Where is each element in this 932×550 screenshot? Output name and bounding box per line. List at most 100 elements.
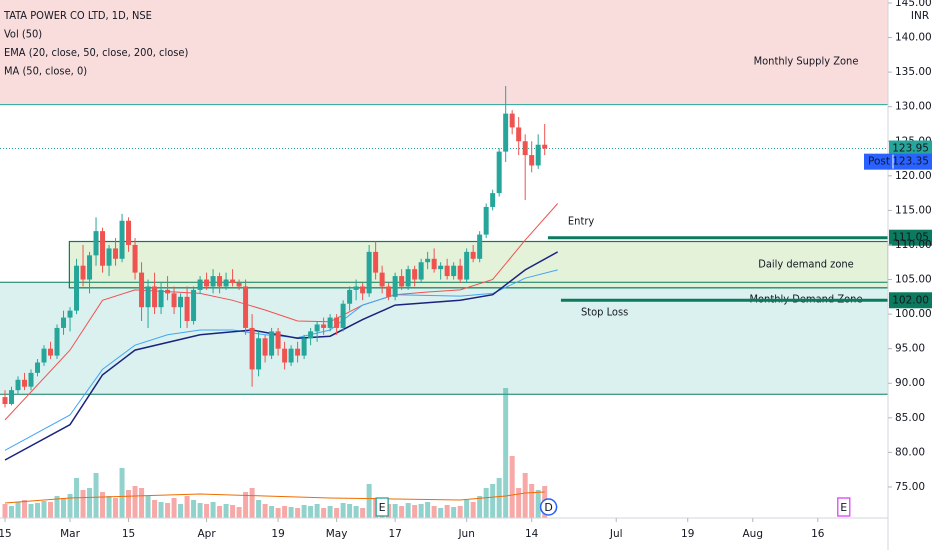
y-tick-label: 110.00 <box>895 239 932 251</box>
candle-body <box>48 348 54 356</box>
candle-body <box>74 265 80 311</box>
x-tick-label: Mar <box>60 528 80 540</box>
candle-body <box>152 286 158 308</box>
candle-body <box>490 193 496 207</box>
volume-bar <box>28 504 34 518</box>
candle-body <box>35 362 41 373</box>
volume-bar <box>321 508 327 518</box>
x-tick-label: 14 <box>525 528 539 540</box>
event-marker <box>539 498 558 516</box>
price-tag <box>889 140 932 157</box>
candle-body <box>327 317 333 328</box>
volume-bar <box>535 490 541 518</box>
candle-body <box>67 310 73 318</box>
y-tick-label: 95.00 <box>895 343 925 355</box>
y-tick-label: 130.00 <box>895 101 932 113</box>
candle-body <box>399 276 405 287</box>
candle-body <box>360 286 366 294</box>
event-label: E <box>840 501 847 514</box>
event-marker <box>375 497 389 517</box>
volume-bar <box>529 484 535 518</box>
candle-body <box>418 262 424 280</box>
x-tick-label: Aug <box>742 528 763 540</box>
volume-bar <box>392 504 398 518</box>
x-tick-label: 17 <box>388 528 401 540</box>
candle-body <box>444 265 450 277</box>
candle-body <box>93 231 99 256</box>
price-tag-label: 111.05 <box>892 232 929 244</box>
volume-bar <box>366 484 372 518</box>
volume-bar <box>405 503 411 518</box>
candle-body <box>542 144 548 149</box>
y-tick-label: 105.00 <box>895 274 932 286</box>
candle-body <box>522 141 528 156</box>
candle-body <box>191 289 197 322</box>
candle-body <box>100 231 106 266</box>
volume-bar <box>308 506 314 518</box>
volume-bar <box>158 502 164 518</box>
volume-bar <box>438 508 444 518</box>
volume-bar <box>334 508 340 518</box>
candle-body <box>54 327 60 356</box>
candle-body <box>288 348 294 363</box>
volume-bar <box>399 506 405 518</box>
candle-body <box>392 276 398 297</box>
volume-bar <box>191 500 197 518</box>
volume-bar <box>126 490 132 518</box>
candle-body <box>282 348 288 363</box>
candle-body <box>483 206 489 235</box>
candle-body <box>334 317 340 328</box>
volume-bar <box>282 506 288 518</box>
volume-bar <box>249 488 255 518</box>
post-tag-label: 123.35 <box>892 156 929 168</box>
candle-body <box>158 289 164 308</box>
candle-body <box>464 251 470 280</box>
volume-bar <box>444 505 450 518</box>
candle-body <box>366 251 372 294</box>
candle-body <box>386 286 392 297</box>
zone-label: Monthly Supply Zone <box>754 55 859 68</box>
candle-body <box>223 279 229 287</box>
x-tick-label: 16 <box>811 528 825 540</box>
price-tag-label: 102.00 <box>892 294 929 306</box>
candle-body <box>321 324 327 328</box>
candle-body <box>314 324 320 332</box>
candle-body <box>340 303 346 328</box>
volume-bar <box>262 504 268 518</box>
volume-bar <box>15 502 21 518</box>
volume-bar <box>48 502 54 518</box>
legend-entry: Vol (50) <box>4 28 42 41</box>
y-tick-label: 115.00 <box>895 204 932 216</box>
volume-bar <box>178 504 184 518</box>
candle-body <box>405 269 411 287</box>
candle-body <box>256 338 262 370</box>
candle-body <box>204 279 210 287</box>
volume-bar <box>171 498 177 518</box>
y-tick-label: 90.00 <box>895 377 925 389</box>
legend-entry: MA (50, close, 0) <box>4 65 87 78</box>
candle-body <box>347 289 353 304</box>
candle-body <box>379 272 385 287</box>
volume-bar <box>132 486 138 518</box>
volume-bar <box>113 498 119 518</box>
candle-body <box>217 276 223 287</box>
event-marker <box>837 497 851 517</box>
x-tick-label: 15 <box>122 528 135 540</box>
y-tick-label: 75.00 <box>895 481 925 493</box>
volume-bar <box>464 500 470 518</box>
candle-body <box>61 317 67 328</box>
candle-body <box>197 279 203 290</box>
candle-body <box>431 258 437 270</box>
volume-bar <box>256 500 262 518</box>
volume-bar <box>457 506 463 518</box>
level-label: Stop Loss <box>581 305 628 318</box>
zone <box>0 0 888 105</box>
volume-bar <box>35 503 41 518</box>
candle-body <box>236 282 242 287</box>
y-tick-label: 135.00 <box>895 66 932 78</box>
ema-line <box>4 203 559 421</box>
x-tick-label: 15 <box>0 528 12 540</box>
ema-line <box>4 269 558 451</box>
